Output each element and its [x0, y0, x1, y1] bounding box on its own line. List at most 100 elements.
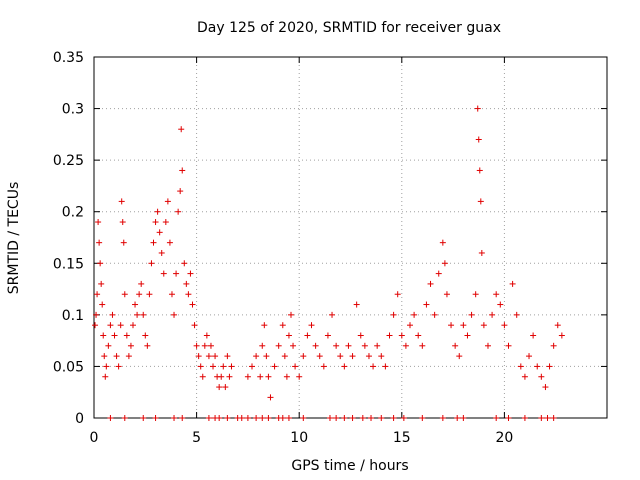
data-point	[189, 301, 196, 308]
data-point	[546, 363, 553, 370]
data-point	[207, 342, 214, 349]
data-point	[203, 332, 210, 339]
data-point	[257, 373, 264, 380]
x-tick-label: 20	[495, 430, 513, 446]
data-point	[187, 270, 194, 277]
data-point	[423, 301, 430, 308]
data-point	[558, 332, 565, 339]
data-point	[441, 260, 448, 267]
data-point	[140, 311, 147, 318]
data-point	[111, 332, 118, 339]
data-point	[158, 249, 165, 256]
data-point	[324, 332, 331, 339]
data-point	[120, 239, 127, 246]
data-point	[480, 322, 487, 329]
data-point	[226, 373, 233, 380]
data-point	[117, 322, 124, 329]
data-point	[175, 208, 182, 215]
y-tick-label: 0	[75, 411, 84, 427]
data-point	[402, 342, 409, 349]
data-point	[183, 280, 190, 287]
y-axis-label: SRMTID / TECUs	[6, 182, 22, 295]
data-point	[144, 342, 151, 349]
data-point	[513, 311, 520, 318]
data-point	[263, 353, 270, 360]
data-point	[316, 353, 323, 360]
data-point	[132, 301, 139, 308]
data-point	[526, 353, 533, 360]
data-point	[378, 353, 385, 360]
data-point-zero	[521, 415, 528, 421]
data-point	[300, 353, 307, 360]
data-point-zero	[253, 415, 260, 421]
data-point	[484, 342, 491, 349]
data-point	[168, 291, 175, 298]
data-point	[107, 322, 114, 329]
data-point-zero	[544, 415, 551, 421]
grid-lines	[94, 57, 607, 418]
y-tick-label: 0.35	[53, 50, 84, 66]
data-point	[333, 342, 340, 349]
data-point	[261, 322, 268, 329]
data-point	[394, 291, 401, 298]
data-point	[353, 301, 360, 308]
data-point-zero	[140, 415, 147, 421]
data-point	[160, 270, 167, 277]
data-point	[265, 373, 272, 380]
data-point	[93, 311, 100, 318]
data-point	[105, 342, 112, 349]
data-point	[118, 198, 125, 205]
x-tick-label: 5	[192, 430, 201, 446]
data-point	[216, 384, 223, 391]
data-point	[244, 373, 251, 380]
data-point-zero	[378, 415, 385, 421]
data-point	[443, 291, 450, 298]
chart-title: Day 125 of 2020, SRMTID for receiver gua…	[197, 20, 501, 36]
data-point	[398, 332, 405, 339]
data-point	[224, 353, 231, 360]
data-point	[103, 363, 110, 370]
data-point	[497, 301, 504, 308]
data-point	[407, 322, 414, 329]
data-point	[154, 208, 161, 215]
data-point	[474, 105, 481, 112]
data-point	[228, 363, 235, 370]
data-point	[493, 291, 500, 298]
data-point	[542, 384, 549, 391]
data-point	[472, 291, 479, 298]
data-point	[337, 353, 344, 360]
data-point	[115, 363, 122, 370]
data-point	[201, 342, 208, 349]
data-point-zero	[205, 415, 212, 421]
data-point	[138, 280, 145, 287]
data-point	[517, 363, 524, 370]
data-point-zero	[538, 415, 545, 421]
data-point	[179, 167, 186, 174]
data-point	[312, 342, 319, 349]
data-point	[290, 342, 297, 349]
data-point-zero	[460, 415, 467, 421]
data-point	[361, 342, 368, 349]
y-tick-label: 0.3	[62, 102, 84, 118]
data-point	[156, 229, 163, 236]
data-point	[476, 167, 483, 174]
data-point	[554, 322, 561, 329]
data-point	[134, 311, 141, 318]
data-point	[538, 373, 545, 380]
axis-ticks	[93, 56, 607, 419]
data-point-zero	[400, 415, 407, 421]
data-point	[125, 353, 132, 360]
data-point	[101, 353, 108, 360]
data-point	[448, 322, 455, 329]
axis-tick-labels: 0 5 10 15 20 0 0.05 0.1 0.15 0.2 0.25 0.3 0.35	[53, 50, 513, 446]
data-point	[374, 342, 381, 349]
data-point	[142, 332, 149, 339]
data-point	[345, 342, 352, 349]
data-point	[102, 373, 109, 380]
data-point-zero	[439, 415, 446, 421]
data-point	[171, 311, 178, 318]
data-point	[386, 332, 393, 339]
data-point	[185, 291, 192, 298]
data-point	[489, 311, 496, 318]
